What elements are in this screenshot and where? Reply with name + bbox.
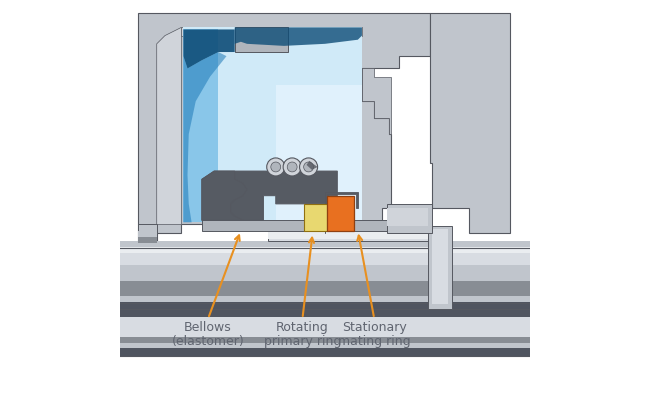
Circle shape (287, 162, 297, 172)
Bar (120, 282, 530, 296)
Circle shape (283, 158, 301, 176)
Bar (268, 230, 428, 239)
Bar (387, 204, 432, 233)
Polygon shape (183, 30, 235, 69)
Bar (235, 27, 288, 52)
Text: Rotating: Rotating (276, 321, 329, 334)
Bar (120, 302, 530, 309)
Polygon shape (235, 27, 362, 52)
Bar (428, 226, 452, 309)
Polygon shape (183, 27, 362, 223)
Circle shape (300, 158, 318, 176)
Bar (120, 253, 530, 265)
Bar (120, 309, 530, 317)
Polygon shape (138, 224, 157, 257)
Bar (120, 309, 530, 356)
Bar (202, 220, 430, 230)
Bar (432, 228, 448, 305)
Bar (120, 265, 530, 282)
Bar (120, 347, 530, 356)
Text: primary ring: primary ring (264, 335, 341, 348)
Bar (120, 241, 530, 309)
Polygon shape (202, 171, 247, 220)
Bar (120, 247, 530, 253)
Circle shape (271, 162, 281, 172)
Circle shape (304, 162, 313, 172)
Text: Stationary: Stationary (342, 321, 407, 334)
Polygon shape (362, 69, 391, 134)
Circle shape (266, 158, 285, 176)
Text: Bellows: Bellows (184, 321, 232, 334)
Polygon shape (157, 27, 181, 224)
Bar (120, 315, 530, 337)
Text: mating ring: mating ring (338, 335, 411, 348)
Polygon shape (276, 85, 362, 223)
Bar (138, 230, 157, 237)
Polygon shape (183, 52, 226, 223)
Text: (elastomer): (elastomer) (172, 335, 244, 348)
Bar (304, 204, 327, 230)
Polygon shape (183, 30, 218, 223)
Bar (268, 226, 428, 241)
Bar (387, 208, 428, 226)
Polygon shape (181, 27, 362, 36)
Polygon shape (138, 13, 430, 309)
Bar (120, 337, 530, 344)
Polygon shape (307, 161, 318, 170)
Polygon shape (202, 171, 337, 220)
Polygon shape (325, 192, 358, 233)
Polygon shape (430, 13, 510, 233)
Bar (327, 196, 354, 230)
Bar (138, 237, 157, 243)
